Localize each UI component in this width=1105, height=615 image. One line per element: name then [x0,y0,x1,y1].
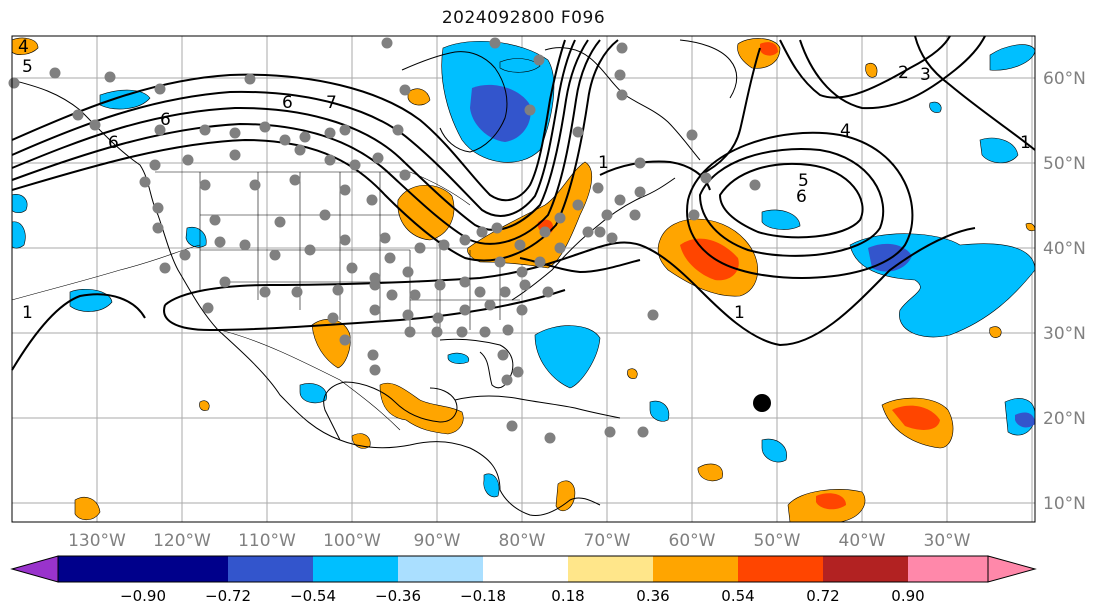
colorbar-swatch [823,556,908,582]
negative-region-west-edge [11,194,28,214]
map-frame [11,35,1036,523]
negative-region-west [99,89,151,110]
colorbar-swatch [653,556,738,582]
negative-region-bermuda [929,101,942,113]
coastlines [11,39,738,517]
lon-label: 40°W [839,531,886,551]
lon-label: 120°W [153,531,211,551]
contour-label: 4 [840,121,851,141]
colorbar-swatch [398,556,483,582]
contour-label: 2 [898,63,909,83]
contour-label: 5 [798,171,809,191]
contour-label: 6 [282,93,293,113]
negative-region-gulf [299,383,327,404]
contour-label: 7 [326,93,337,113]
colorbar: −0.90 −0.72 −0.54 −0.36 −0.18 0.18 0.36 … [10,555,1037,605]
contour-label-group: 4 5 6 6 6 7 1 2 3 4 5 6 1 1 1 [18,37,1031,323]
contour-label: 1 [734,303,745,323]
negative-region-mid [649,400,670,422]
lon-label: 60°W [669,531,716,551]
positive-region-hudson-e [407,88,431,106]
positive-region-n-atl [865,62,878,78]
lon-label: 50°W [754,531,801,551]
negative-region-north [499,58,541,73]
lon-label: 110°W [238,531,296,551]
colorbar-tick-label: −0.36 [375,587,421,605]
negative-region-atlantic [534,325,601,389]
contour-label: 6 [160,110,171,130]
lon-label: 80°W [499,531,546,551]
negative-region-mid2 [761,438,787,463]
lon-label: 70°W [584,531,631,551]
contour-label: 4 [18,37,29,57]
latitude-labels: 60°N 50°N 40°N 30°N 20°N 10°N [1043,69,1086,514]
positive-region-small [199,400,210,411]
negative-region-west-edge2 [11,221,26,249]
colorbar-swatch [568,556,653,582]
contour-label: 1 [1020,133,1031,153]
positive-core-east [892,405,940,430]
positive-region-nw [11,37,39,55]
figure-title: 2024092800 F096 [441,8,606,28]
colorbar-swatch [58,556,143,582]
state-borders [11,171,520,431]
colorbar-swatch [483,556,568,582]
shaded-field [11,37,1036,523]
positive-region-se [989,326,1002,338]
negative-core-se [1015,412,1035,428]
colorbar-tick-label: −0.90 [120,587,166,605]
contour-label: 6 [796,187,807,207]
colorbar-tick-label: 0.90 [891,587,924,605]
lon-label: 130°W [68,531,126,551]
positive-region-pacific-s [74,497,101,521]
contour-label: 6 [108,133,119,153]
lat-label: 60°N [1043,69,1086,89]
lat-label: 30°N [1043,324,1086,344]
negative-region-rockies [185,227,207,248]
colorbar-tick-label: 0.36 [636,587,669,605]
lat-label: 20°N [1043,409,1086,429]
colorbar-extend-high [987,555,1037,583]
positive-core-atlantic [680,238,739,281]
longitude-labels: 130°W 120°W 110°W 100°W 90°W 80°W 70°W 6… [68,531,971,551]
negative-region-ne [979,137,1019,164]
negative-region-small [447,352,470,364]
lat-label: 50°N [1043,154,1086,174]
lon-label: 30°W [924,531,971,551]
lat-label: 10°N [1043,494,1086,514]
negative-core-hudson [470,84,531,142]
colorbar-tick-label: −0.54 [290,587,336,605]
contour-label: 1 [22,303,33,323]
contour-label: 1 [598,153,609,173]
colorbar-tick-label: −0.72 [205,587,251,605]
station-dots [8,37,761,444]
negative-region-central [761,209,801,230]
colorbar-tick-label: 0.72 [806,587,839,605]
colorbar-swatch [143,556,228,582]
positive-core-south [816,493,846,510]
positive-region-carib [555,480,576,512]
colorbar-swatch [738,556,823,582]
storm-position-dot [753,394,771,412]
colorbar-tick-label: −0.18 [460,587,506,605]
colorbar-swatch [228,556,313,582]
colorbar-swatch [313,556,398,582]
lon-label: 100°W [323,531,381,551]
negative-region-gulf2 [483,473,500,498]
positive-region-yucatan [379,382,464,435]
positive-region-central-s [697,463,723,482]
lon-label: 90°W [414,531,461,551]
contour-label: 3 [920,65,931,85]
colorbar-swatch [908,556,988,582]
positive-core-greenland [760,42,778,56]
colorbar-extend-low [10,555,59,583]
positive-region-small2 [627,368,638,379]
colorbar-tick-label: 0.18 [551,587,584,605]
contour-label: 5 [22,57,33,77]
positive-region-greatlakes [397,185,455,241]
lat-label: 40°N [1043,239,1086,259]
colorbar-tick-label: 0.54 [721,587,754,605]
